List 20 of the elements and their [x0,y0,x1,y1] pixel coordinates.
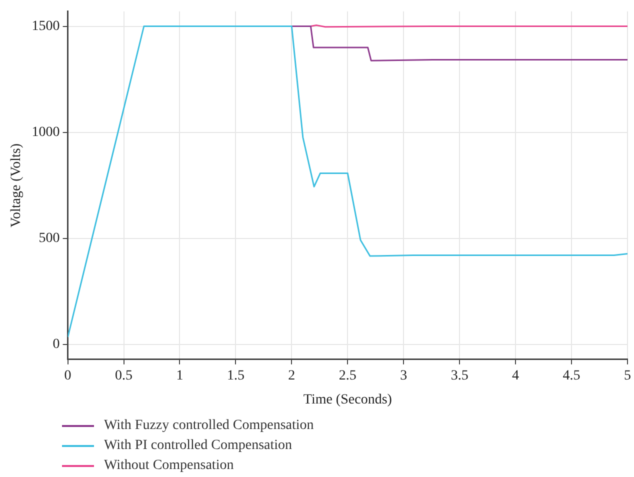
legend-label: Without Compensation [104,458,234,474]
x-tick-label: 3.5 [450,368,468,384]
x-tick-label: 4.5 [562,368,580,384]
legend-label: With PI controlled Compensation [104,438,292,454]
y-tick-label: 500 [38,231,60,246]
y-tick-label: 1500 [32,18,60,34]
x-tick-label: 3 [400,368,408,384]
x-tick-label: 1.5 [226,368,244,384]
y-axis-title: Voltage (Volts) [9,143,24,228]
x-axis-title: Time (Seconds) [303,392,392,408]
x-tick-label: 2 [288,368,296,384]
x-tick-label: 2.5 [338,368,356,384]
x-tick-label: 0 [64,368,72,384]
x-tick-label: 1 [176,368,184,384]
x-tick-label: 4 [512,368,520,384]
y-tick-label: 1000 [32,125,60,140]
y-tick-label: 0 [52,337,60,352]
x-tick-label: 5 [624,368,631,384]
x-tick-label: 0.5 [115,368,133,384]
legend-label: With Fuzzy controlled Compensation [104,418,314,434]
